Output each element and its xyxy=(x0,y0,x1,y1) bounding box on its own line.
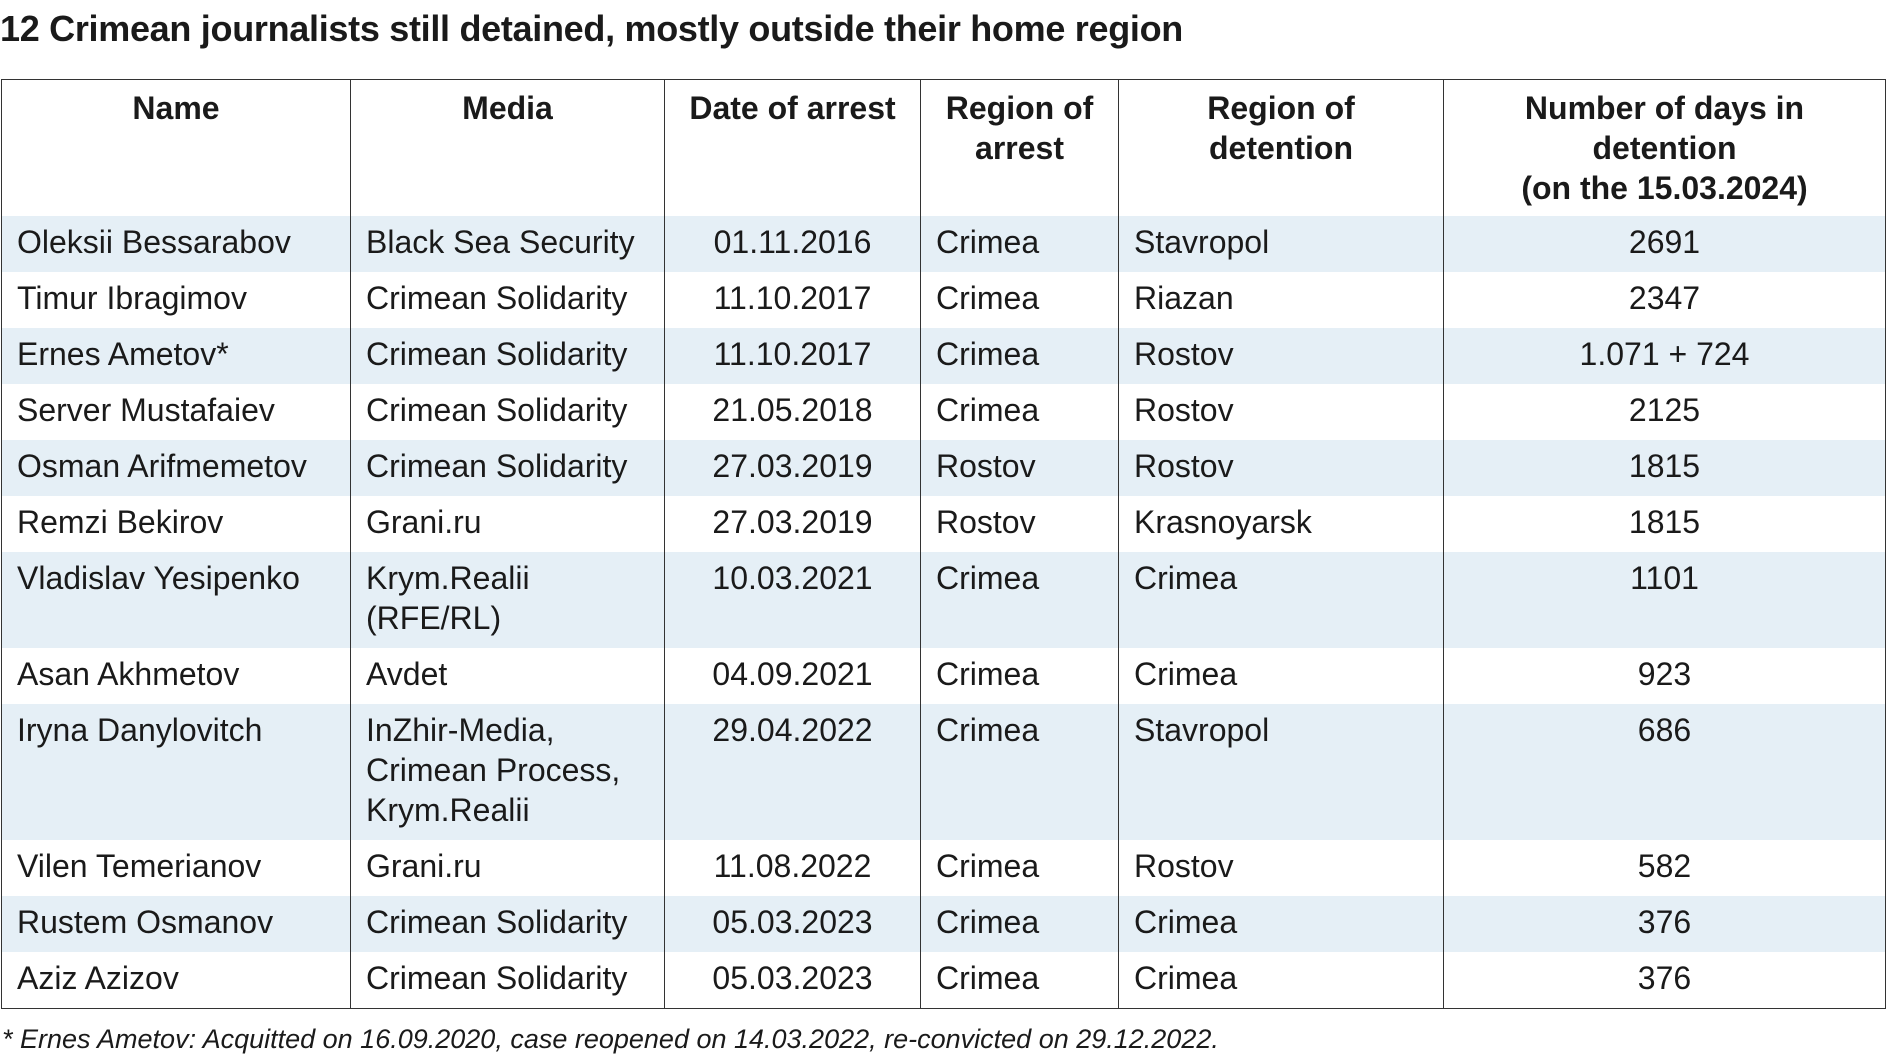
cell-region-of-detention: Rostov xyxy=(1118,439,1444,496)
cell-days-in-detention: 1815 xyxy=(1443,439,1886,496)
cell-name: Ernes Ametov* xyxy=(1,327,351,384)
cell-name: Server Mustafaiev xyxy=(1,383,351,440)
cell-media: Crimean Solidarity xyxy=(350,271,665,328)
cell-days-in-detention: 2125 xyxy=(1443,383,1886,440)
cell-region-of-arrest: Crimea xyxy=(920,703,1119,840)
cell-date-of-arrest: 04.09.2021 xyxy=(664,647,921,704)
header-days-in-detention: Number of days in detention (on the 15.0… xyxy=(1443,79,1886,216)
cell-region-of-detention: Crimea xyxy=(1118,895,1444,952)
table-row: Server Mustafaiev Crimean Solidarity 21.05… xyxy=(1,383,1886,440)
cell-media: Crimean Solidarity xyxy=(350,895,665,952)
cell-region-of-arrest: Rostov xyxy=(920,439,1119,496)
cell-media: Crimean Solidarity xyxy=(350,951,665,1009)
cell-days-in-detention: 376 xyxy=(1443,951,1886,1009)
cell-region-of-detention: Rostov xyxy=(1118,383,1444,440)
table-title: 12 Crimean journalists still detained, m… xyxy=(0,8,1183,49)
cell-region-of-arrest: Crimea xyxy=(920,951,1119,1009)
cell-name: Iryna Danylovitch xyxy=(1,703,351,840)
cell-media: Crimean Solidarity xyxy=(350,327,665,384)
cell-region-of-arrest: Crimea xyxy=(920,839,1119,896)
cell-region-of-arrest: Crimea xyxy=(920,551,1119,648)
footnote: * Ernes Ametov: Acquitted on 16.09.2020,… xyxy=(2,1024,1219,1054)
header-row: Name Media Date of arrest Region of arre… xyxy=(1,79,1886,216)
header-region-of-arrest: Region of arrest xyxy=(920,79,1119,216)
cell-region-of-detention: Krasnoyarsk xyxy=(1118,495,1444,552)
cell-name: Vilen Temerianov xyxy=(1,839,351,896)
cell-name: Timur Ibragimov xyxy=(1,271,351,328)
cell-date-of-arrest: 10.03.2021 xyxy=(664,551,921,648)
table-row: Iryna Danylovitch InZhir-Media, Crimean P… xyxy=(1,703,1886,840)
cell-region-of-detention: Crimea xyxy=(1118,951,1444,1009)
cell-days-in-detention: 1815 xyxy=(1443,495,1886,552)
cell-date-of-arrest: 27.03.2019 xyxy=(664,495,921,552)
cell-media: Crimean Solidarity xyxy=(350,439,665,496)
cell-days-in-detention: 686 xyxy=(1443,703,1886,840)
cell-region-of-arrest: Rostov xyxy=(920,495,1119,552)
cell-days-in-detention: 582 xyxy=(1443,839,1886,896)
cell-days-in-detention: 2347 xyxy=(1443,271,1886,328)
cell-date-of-arrest: 05.03.2023 xyxy=(664,895,921,952)
table-row: Osman Arifmemetov Crimean Solidarity 27.03… xyxy=(1,439,1886,496)
cell-region-of-arrest: Crimea xyxy=(920,895,1119,952)
cell-date-of-arrest: 01.11.2016 xyxy=(664,215,921,272)
cell-media: InZhir-Media, Crimean Process, Krym.Real… xyxy=(350,703,665,840)
cell-date-of-arrest: 11.10.2017 xyxy=(664,327,921,384)
cell-region-of-detention: Rostov xyxy=(1118,839,1444,896)
cell-region-of-detention: Rostov xyxy=(1118,327,1444,384)
cell-region-of-detention: Crimea xyxy=(1118,647,1444,704)
header-date-of-arrest: Date of arrest xyxy=(664,79,921,216)
detained-journalists-table: Name Media Date of arrest Region of arre… xyxy=(1,79,1886,1009)
table-row: Vladislav Yesipenko Krym.Realii (RFE/RL) 1… xyxy=(1,551,1886,648)
cell-date-of-arrest: 29.04.2022 xyxy=(664,703,921,840)
cell-name: Oleksii Bessarabov xyxy=(1,215,351,272)
cell-name: Asan Akhmetov xyxy=(1,647,351,704)
cell-name: Remzi Bekirov xyxy=(1,495,351,552)
cell-date-of-arrest: 11.10.2017 xyxy=(664,271,921,328)
cell-date-of-arrest: 21.05.2018 xyxy=(664,383,921,440)
cell-date-of-arrest: 05.03.2023 xyxy=(664,951,921,1009)
table-row: Ernes Ametov* Crimean Solidarity 11.10.201… xyxy=(1,327,1886,384)
table-row: Oleksii Bessarabov Black Sea Security 01.1… xyxy=(1,215,1886,272)
cell-region-of-detention: Crimea xyxy=(1118,551,1444,648)
cell-media: Krym.Realii (RFE/RL) xyxy=(350,551,665,648)
table-row: Rustem Osmanov Crimean Solidarity 05.03.20… xyxy=(1,895,1886,952)
cell-days-in-detention: 376 xyxy=(1443,895,1886,952)
cell-date-of-arrest: 11.08.2022 xyxy=(664,839,921,896)
header-region-of-detention: Region of detention xyxy=(1118,79,1444,216)
cell-media: Grani.ru xyxy=(350,495,665,552)
cell-region-of-arrest: Crimea xyxy=(920,327,1119,384)
cell-media: Crimean Solidarity xyxy=(350,383,665,440)
table-row: Timur Ibragimov Crimean Solidarity 11.10.2… xyxy=(1,271,1886,328)
cell-region-of-arrest: Crimea xyxy=(920,271,1119,328)
cell-days-in-detention: 1.071 + 724 xyxy=(1443,327,1886,384)
table-row: Aziz Azizov Crimean Solidarity 05.03.2023 C… xyxy=(1,951,1886,1009)
header-media: Media xyxy=(350,79,665,216)
cell-media: Avdet xyxy=(350,647,665,704)
cell-media: Black Sea Security xyxy=(350,215,665,272)
cell-days-in-detention: 923 xyxy=(1443,647,1886,704)
header-name: Name xyxy=(1,79,351,216)
cell-region-of-arrest: Crimea xyxy=(920,215,1119,272)
cell-region-of-detention: Stavropol xyxy=(1118,215,1444,272)
cell-region-of-arrest: Crimea xyxy=(920,647,1119,704)
table-row: Remzi Bekirov Grani.ru 27.03.2019 Rostov Kra… xyxy=(1,495,1886,552)
cell-days-in-detention: 2691 xyxy=(1443,215,1886,272)
table-row: Vilen Temerianov Grani.ru 11.08.2022 Crimea… xyxy=(1,839,1886,896)
cell-date-of-arrest: 27.03.2019 xyxy=(664,439,921,496)
table-row: Asan Akhmetov Avdet 04.09.2021 Crimea Crimea… xyxy=(1,647,1886,704)
cell-region-of-detention: Riazan xyxy=(1118,271,1444,328)
cell-name: Osman Arifmemetov xyxy=(1,439,351,496)
cell-name: Rustem Osmanov xyxy=(1,895,351,952)
cell-region-of-detention: Stavropol xyxy=(1118,703,1444,840)
cell-name: Vladislav Yesipenko xyxy=(1,551,351,648)
cell-days-in-detention: 1101 xyxy=(1443,551,1886,648)
cell-name: Aziz Azizov xyxy=(1,951,351,1009)
cell-region-of-arrest: Crimea xyxy=(920,383,1119,440)
cell-media: Grani.ru xyxy=(350,839,665,896)
